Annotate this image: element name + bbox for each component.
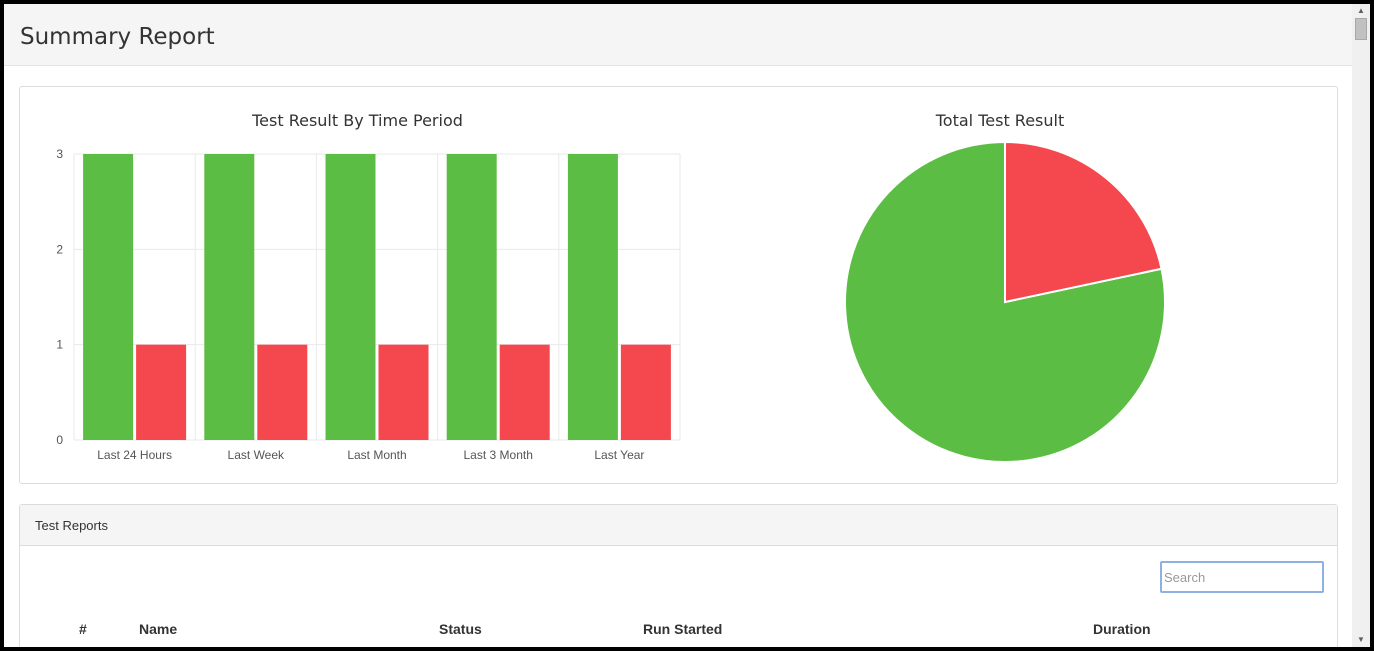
x-tick-label: Last 3 Month: [464, 448, 533, 462]
column-header-duration[interactable]: Duration: [1093, 621, 1151, 637]
search-input[interactable]: [1160, 561, 1324, 593]
pie-slice: [1004, 140, 1163, 304]
page: Summary Report Test Result By Time Perio…: [4, 4, 1352, 647]
column-header-run-started[interactable]: Run Started: [643, 621, 723, 637]
x-tick-label: Last Year: [594, 448, 644, 462]
y-tick-label: 2: [56, 242, 63, 256]
column-header-number[interactable]: #: [79, 621, 87, 637]
bar: [325, 154, 376, 440]
x-tick-label: Last 24 Hours: [97, 448, 172, 462]
column-header-name[interactable]: Name: [139, 621, 178, 637]
test-reports-panel: Test Reports # Name Status Run Started D…: [19, 504, 1338, 647]
vertical-scrollbar[interactable]: ▲ ▼: [1352, 4, 1370, 647]
bar: [446, 154, 497, 440]
y-tick-label: 3: [56, 147, 63, 161]
bar: [257, 344, 308, 440]
x-tick-label: Last Week: [228, 448, 285, 462]
test-reports-heading: Test Reports: [20, 505, 1337, 546]
bar: [620, 344, 671, 440]
scroll-down-icon[interactable]: ▼: [1357, 635, 1365, 644]
bar-chart-title: Test Result By Time Period: [252, 111, 463, 130]
column-header-status[interactable]: Status: [439, 621, 482, 637]
page-title: Summary Report: [20, 24, 215, 50]
bar: [567, 154, 618, 440]
x-tick-label: Last Month: [347, 448, 406, 462]
bar: [378, 344, 429, 440]
scroll-up-icon[interactable]: ▲: [1357, 6, 1365, 15]
bar: [136, 344, 187, 440]
test-reports-title: Test Reports: [35, 518, 108, 533]
charts-panel: Test Result By Time Period 0 1 2 3 Last 24 H…: [19, 86, 1338, 484]
y-tick-label: 0: [56, 433, 63, 447]
pie-chart: [844, 140, 1166, 463]
pie-chart-title: Total Test Result: [935, 111, 1065, 130]
bar: [83, 154, 134, 440]
bar: [499, 344, 550, 440]
bar: [204, 154, 255, 440]
y-tick-label: 1: [56, 338, 63, 352]
page-header: Summary Report: [4, 4, 1352, 66]
scrollbar-thumb[interactable]: [1355, 18, 1367, 40]
bar-chart: 0 1 2 3 Last 24 Hours Last Week Last Month Last…: [56, 147, 681, 462]
